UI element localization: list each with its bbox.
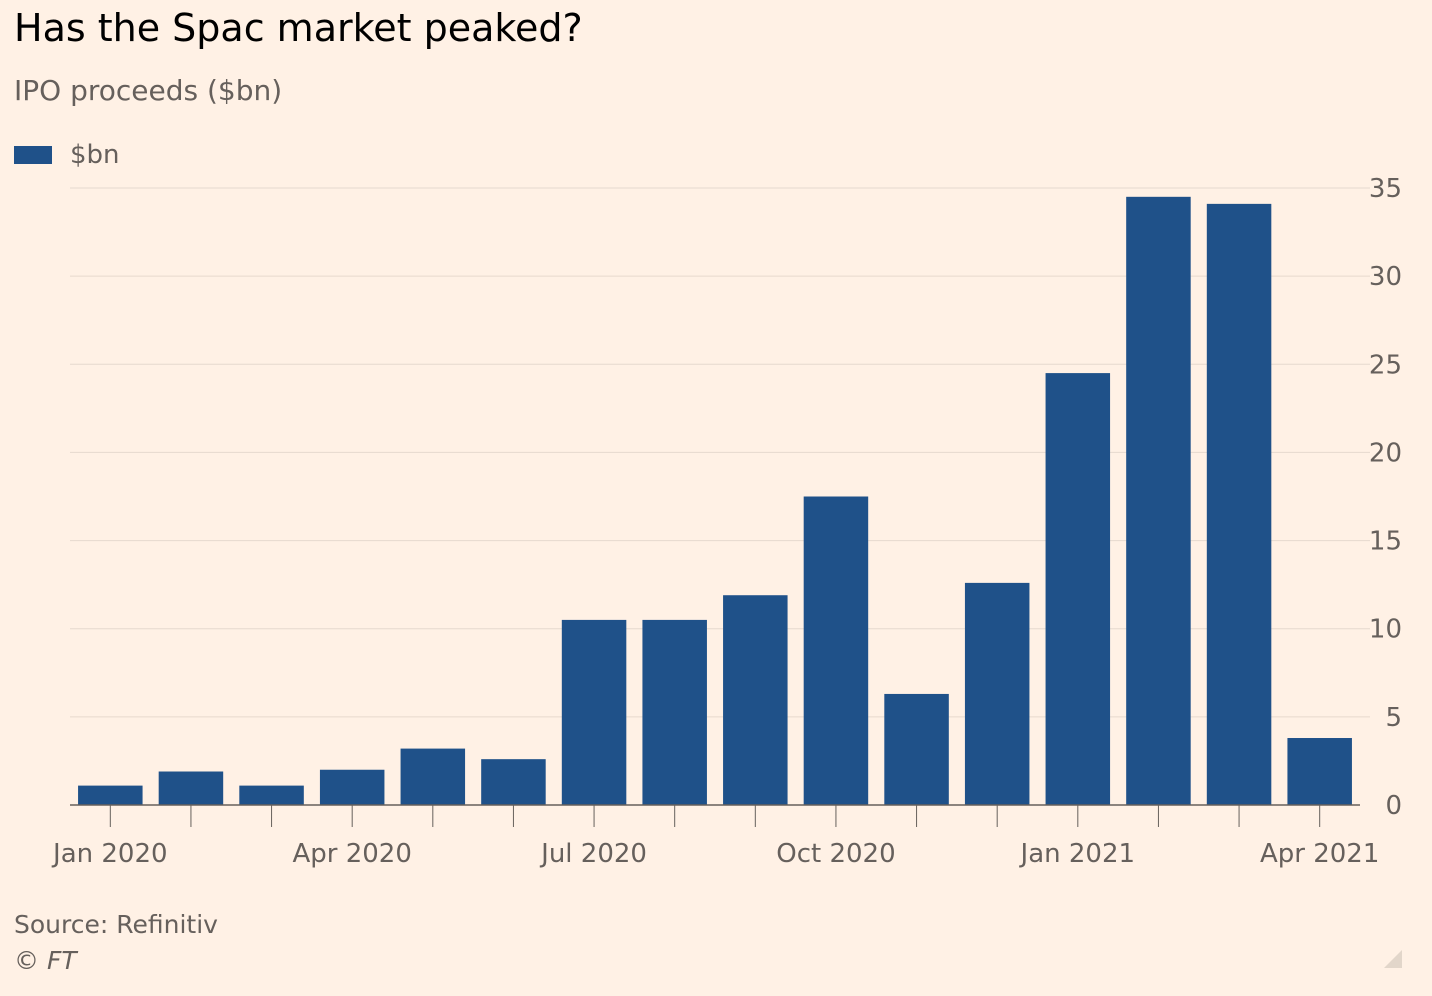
x-axis <box>70 804 1360 827</box>
chart-title: Has the Spac market peaked? <box>14 6 583 50</box>
source-note: Source: Refinitiv <box>14 910 218 939</box>
bars <box>78 196 1352 806</box>
legend-label: $bn <box>70 140 120 170</box>
bar <box>561 619 627 805</box>
y-tick-label: 20 <box>1369 438 1402 468</box>
y-tick-label: 15 <box>1369 527 1402 557</box>
x-tick-label: Jul 2020 <box>539 839 647 869</box>
x-tick-label: Apr 2020 <box>292 839 411 869</box>
bar <box>964 582 1030 805</box>
bar <box>158 771 224 805</box>
resize-handle-icon[interactable] <box>1384 950 1402 968</box>
y-tick-label: 5 <box>1385 703 1402 733</box>
y-axis-labels: 0 5 10 15 20 25 30 35 <box>1369 174 1402 821</box>
bar <box>1045 373 1111 805</box>
bar <box>884 693 949 805</box>
legend-swatch <box>14 146 52 164</box>
bar <box>400 748 466 805</box>
bar <box>1287 738 1352 805</box>
x-tick-label: Oct 2020 <box>776 839 895 869</box>
x-tick-label: Jan 2020 <box>51 839 168 869</box>
y-tick-label: 35 <box>1369 174 1402 204</box>
bar <box>1206 203 1272 805</box>
legend: $bn <box>14 140 120 170</box>
bar <box>642 619 707 805</box>
y-tick-label: 30 <box>1369 262 1402 292</box>
x-axis-labels: Jan 2020 Apr 2020 Jul 2020 Oct 2020 Jan 2021… <box>51 839 1379 869</box>
bar <box>723 595 788 805</box>
bar <box>319 769 385 805</box>
chart-subtitle: IPO proceeds ($bn) <box>14 74 283 107</box>
bar <box>239 785 304 805</box>
bar <box>78 785 143 805</box>
x-tick-label: Apr 2021 <box>1260 839 1379 869</box>
bar <box>803 496 869 805</box>
y-tick-label: 0 <box>1385 791 1402 821</box>
x-tick-label: Jan 2021 <box>1019 839 1136 869</box>
copyright-note: © FT <box>14 946 77 975</box>
y-tick-label: 25 <box>1369 350 1402 380</box>
y-tick-label: 10 <box>1369 615 1402 645</box>
bar <box>481 759 546 805</box>
bar <box>1126 196 1191 806</box>
